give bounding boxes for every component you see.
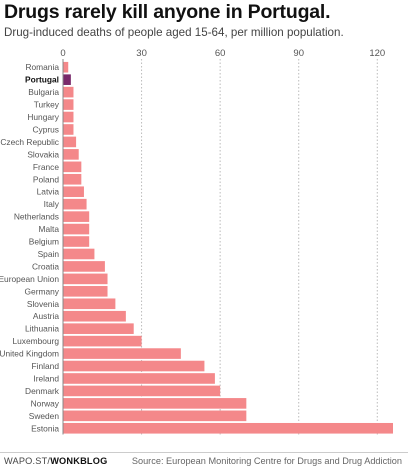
category-label: Luxembourg [12,336,59,346]
bar [63,161,82,173]
bar [63,248,95,260]
x-tick-label: 30 [136,48,147,59]
category-label: Cyprus [32,124,59,134]
category-label: Italy [44,199,60,209]
footer-divider [0,452,408,453]
bar [63,186,84,198]
bar [63,410,247,422]
bar [63,385,221,397]
bar [63,335,142,347]
credit: WAPO.ST/WONKBLOG [4,456,107,466]
category-label: Spain [38,249,60,259]
category-label: Austria [33,311,59,321]
chart-title: Drugs rarely kill anyone in Portugal. [4,1,331,23]
category-label: Finland [32,361,60,371]
bar [63,273,108,285]
category-label: Germany [25,286,60,296]
bar [63,310,126,322]
bar [63,173,82,185]
bar [63,99,74,110]
bar [63,286,108,297]
category-label: Netherlands [14,212,59,222]
category-label: Romania [25,62,59,72]
category-label: Poland [33,174,59,184]
category-label: Latvia [37,187,60,197]
x-tick-label: 0 [60,48,65,59]
bar [63,211,90,222]
bar [63,360,205,372]
category-label: Sweden [29,411,60,421]
category-label: European Union [0,274,59,284]
category-label: Slovenia [27,299,59,309]
bar [63,422,393,434]
bar-chart: 0 30 60 90 120 Romania Portugal Bulgaria Turkey H… [0,48,393,435]
bar [63,373,215,384]
bar [63,124,74,135]
category-label: Hungary [27,112,59,122]
category-label: Slovakia [27,149,59,159]
category-label: United Kingdom [0,349,59,359]
bar [63,323,134,334]
category-label: Turkey [34,100,60,110]
category-label: Lithuania [25,324,59,334]
bar [63,86,74,98]
chart-subtitle: Drug-induced deaths of people aged 15-64… [4,26,344,39]
source-note: Source: European Monitoring Centre for D… [131,456,402,466]
bar [63,298,116,310]
category-label: France [33,162,59,172]
category-label: Bulgaria [28,87,59,97]
category-label: Norway [31,398,60,408]
bar [63,236,90,247]
bar [63,74,71,85]
category-label: Czech Republic [0,137,59,147]
bar [63,261,105,272]
category-label: Malta [39,224,60,234]
category-label: Denmark [25,386,60,396]
bar [63,198,87,210]
credit-brand: WONKBLOG [50,456,108,466]
bar [63,111,74,123]
category-label: Belgium [29,237,59,247]
x-tick-label: 60 [215,48,226,59]
category-label: Portugal [25,75,59,85]
bar [63,61,69,73]
category-label: Ireland [33,373,59,383]
credit-prefix: WAPO.ST/ [4,456,51,466]
category-label: Estonia [31,423,59,433]
bar [63,348,181,359]
x-tick-label: 120 [369,48,385,59]
bar [63,398,247,409]
bar [63,136,77,148]
bar [63,149,79,160]
category-label: Croatia [32,261,59,271]
x-tick-label: 90 [293,48,304,59]
bar [63,223,90,235]
footer: WAPO.ST/WONKBLOG Source: European Monito… [0,452,408,469]
